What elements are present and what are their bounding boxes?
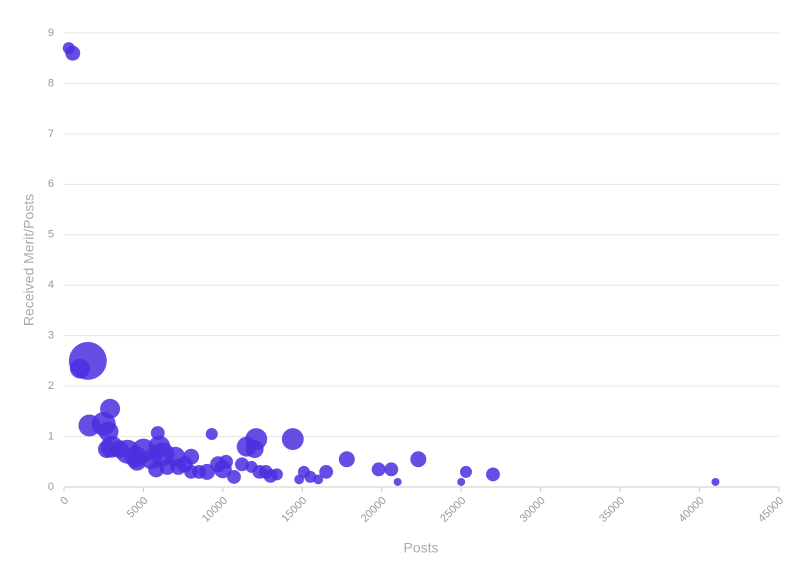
bubble [371,462,386,477]
x-tick-label: 25000 [438,495,468,525]
bubble [384,462,399,477]
bubble [219,454,233,469]
bubble [235,457,249,472]
bubble [459,465,472,478]
y-tick-label: 4 [48,279,54,291]
bubble [281,428,304,451]
x-tick-label: 15000 [279,495,309,525]
y-tick-label: 6 [48,178,54,190]
x-axis-title: Posts [403,540,438,556]
x-tick-label: 40000 [677,495,707,525]
bubble [128,452,147,471]
x-tick-label: 35000 [597,495,627,525]
y-tick-label: 9 [48,27,54,39]
bubble [227,469,241,484]
bubble [486,467,500,482]
bubble [97,440,116,459]
x-tick-label: 0 [58,495,71,508]
bubble [304,470,317,483]
x-tick-label: 20000 [359,495,389,525]
y-tick-label: 0 [48,481,54,493]
x-tick-label: 30000 [518,495,548,525]
bubble [100,398,121,419]
bubble [205,428,218,441]
bubble [410,451,427,468]
bubble [245,428,268,451]
bubble [65,45,81,61]
bubble [69,358,90,379]
y-tick-label: 2 [48,380,54,392]
bubble [183,448,200,465]
bubble [711,477,720,486]
y-axis-title: Received Merit/Posts [21,194,37,326]
x-tick-label: 10000 [200,495,230,525]
y-tick-label: 7 [48,128,54,140]
y-tick-label: 1 [48,430,54,442]
bubble [393,477,402,486]
y-tick-label: 8 [48,77,54,89]
bubble [457,477,466,486]
x-tick-label: 5000 [125,495,151,521]
bubble [338,451,355,468]
bubble [270,468,283,481]
bubble [313,474,324,485]
bubble [319,464,334,479]
y-tick-label: 5 [48,229,54,241]
bubble [150,426,165,440]
x-tick-label: 45000 [756,495,786,525]
y-tick-label: 3 [48,330,54,342]
